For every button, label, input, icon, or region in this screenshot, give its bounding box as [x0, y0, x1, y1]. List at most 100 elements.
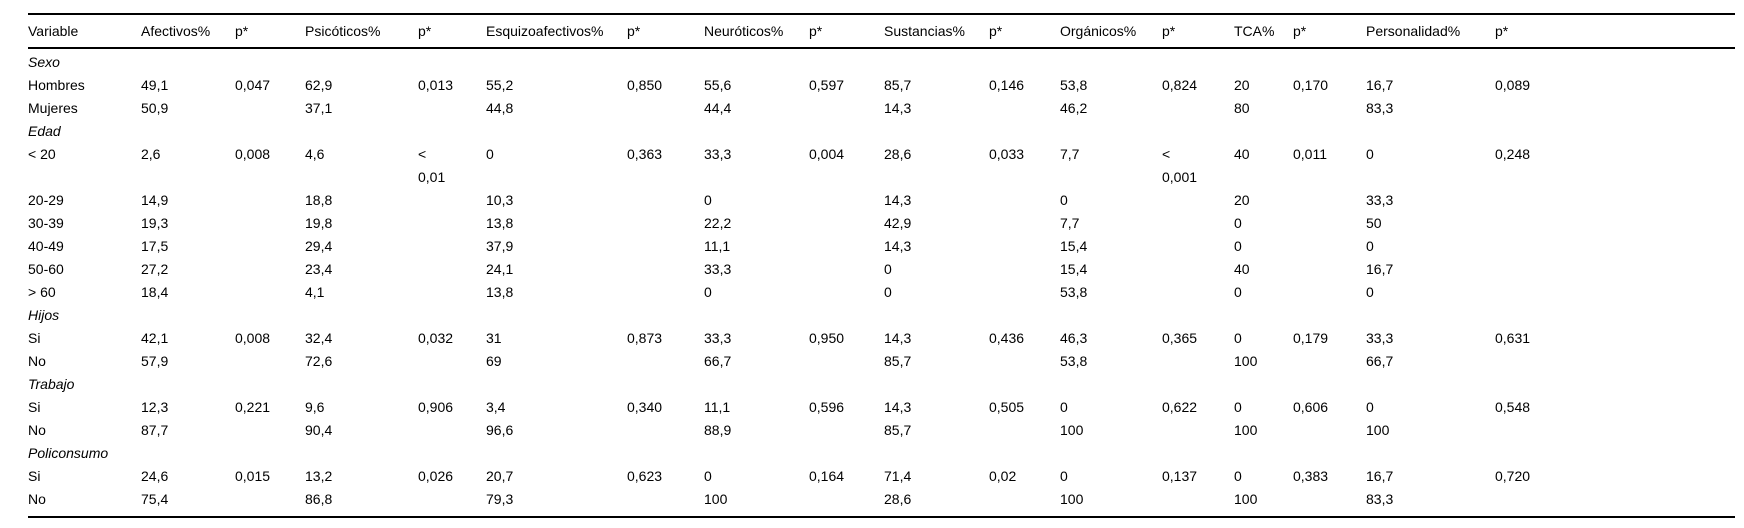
- data-row: 20-29 14,9 18,8 10,3 0 14,3 0 20 33,3: [28, 189, 1735, 212]
- value-cell: 33,3: [704, 330, 732, 346]
- value-cell: [1293, 419, 1366, 442]
- value-cell: 0: [704, 468, 712, 484]
- value-cell: 20: [1234, 77, 1250, 93]
- value-cell: 0,146: [989, 77, 1025, 93]
- value-cell: 0: [704, 192, 712, 208]
- value-cell: [884, 442, 989, 465]
- value-cell: [1495, 304, 1735, 327]
- value-cell: 37,1: [305, 100, 333, 116]
- value-cell: [989, 488, 1060, 517]
- row-label: Si: [28, 330, 41, 346]
- value-cell: 0,383: [1293, 468, 1329, 484]
- value-cell: [1366, 48, 1495, 74]
- value-cell: [1293, 373, 1366, 396]
- value-cell: 62,9: [305, 77, 333, 93]
- value-cell: 40: [1234, 261, 1250, 277]
- value-cell: 0,505: [989, 399, 1025, 415]
- value-cell: [1162, 235, 1234, 258]
- value-cell: [486, 120, 627, 143]
- row-label: Sexo: [28, 54, 60, 70]
- row-label: 50-60: [28, 261, 64, 277]
- value-cell: 0,548: [1495, 399, 1531, 415]
- value-cell: 11,1: [704, 238, 731, 254]
- value-cell: 0,004: [809, 146, 845, 162]
- value-cell: 28,6: [884, 146, 912, 162]
- value-cell: 71,4: [884, 468, 912, 484]
- value-cell: [486, 304, 627, 327]
- value-cell: [809, 212, 884, 235]
- value-cell: 83,3: [1366, 491, 1394, 507]
- value-cell: [1162, 189, 1234, 212]
- data-row: 40-49 17,5 29,4 37,9 11,1 14,3 15,4 0 0: [28, 235, 1735, 258]
- value-cell: [1495, 419, 1735, 442]
- value-cell: [627, 97, 704, 120]
- value-cell: 0,906: [418, 399, 454, 415]
- value-cell: 0,170: [1293, 77, 1329, 93]
- value-cell: 0,596: [809, 399, 845, 415]
- table-body: Sexo Hombres 49,1 0,047 62,9 0,013 55,2 0,850 55…: [28, 48, 1735, 517]
- value-cell: [989, 350, 1060, 373]
- column-header: TCA%: [1234, 14, 1293, 49]
- value-cell: [486, 373, 627, 396]
- data-row: No 87,7 90,4 96,6 88,9 85,7 100 100 100: [28, 419, 1735, 442]
- value-cell: [418, 235, 486, 258]
- value-cell: [1162, 442, 1234, 465]
- value-cell: [1060, 442, 1162, 465]
- value-cell: [989, 373, 1060, 396]
- value-cell: [235, 304, 305, 327]
- value-cell: 55,6: [704, 77, 732, 93]
- column-header: p*: [989, 14, 1060, 49]
- value-cell: [989, 258, 1060, 281]
- value-cell: [418, 120, 486, 143]
- value-cell: [809, 97, 884, 120]
- value-cell: [627, 304, 704, 327]
- column-header: p*: [627, 14, 704, 49]
- value-cell: 22,2: [704, 215, 732, 231]
- value-cell: 0,622: [1162, 399, 1198, 415]
- row-label: 40-49: [28, 238, 64, 254]
- value-cell: 44,8: [486, 100, 514, 116]
- value-cell: 16,7: [1366, 77, 1394, 93]
- value-cell: 0,013: [418, 77, 454, 93]
- value-cell: 42,9: [884, 215, 912, 231]
- value-cell: 0,221: [235, 399, 271, 415]
- value-cell: 100: [1234, 353, 1258, 369]
- value-cell: [1234, 304, 1293, 327]
- value-cell: [1162, 419, 1234, 442]
- value-cell: 0: [1234, 399, 1242, 415]
- value-cell: 90,4: [305, 422, 333, 438]
- header-row: Variable Afectivos% p* Psicóticos% p* Esquizo…: [28, 14, 1735, 49]
- value-cell: [1293, 212, 1366, 235]
- value-cell: [809, 304, 884, 327]
- value-cell: [884, 373, 989, 396]
- value-cell: [1293, 48, 1366, 74]
- value-cell: [418, 442, 486, 465]
- value-cell: [1495, 442, 1735, 465]
- value-cell: [884, 120, 989, 143]
- column-header: Psicóticos%: [305, 14, 418, 49]
- value-cell: [627, 488, 704, 517]
- value-cell: [1293, 281, 1366, 304]
- value-cell: [1495, 350, 1735, 373]
- value-cell: [418, 97, 486, 120]
- value-cell: 0: [486, 146, 494, 162]
- value-cell: 9,6: [305, 399, 325, 415]
- value-cell: [418, 212, 486, 235]
- value-cell: [418, 189, 486, 212]
- value-cell: 0,137: [1162, 468, 1198, 484]
- value-cell: 100: [1060, 491, 1084, 507]
- value-cell: [627, 281, 704, 304]
- value-cell: 0,850: [627, 77, 663, 93]
- value-cell: 0,008: [235, 146, 271, 162]
- row-label: Si: [28, 399, 41, 415]
- value-cell: [418, 281, 486, 304]
- value-cell: [1293, 350, 1366, 373]
- value-cell: [235, 97, 305, 120]
- value-cell: [989, 442, 1060, 465]
- value-cell: [627, 442, 704, 465]
- category-row: Sexo: [28, 48, 1735, 74]
- value-cell: [235, 442, 305, 465]
- column-header: Afectivos%: [141, 14, 235, 49]
- value-cell: < 0,01: [418, 146, 446, 185]
- column-header: Variable: [28, 14, 141, 49]
